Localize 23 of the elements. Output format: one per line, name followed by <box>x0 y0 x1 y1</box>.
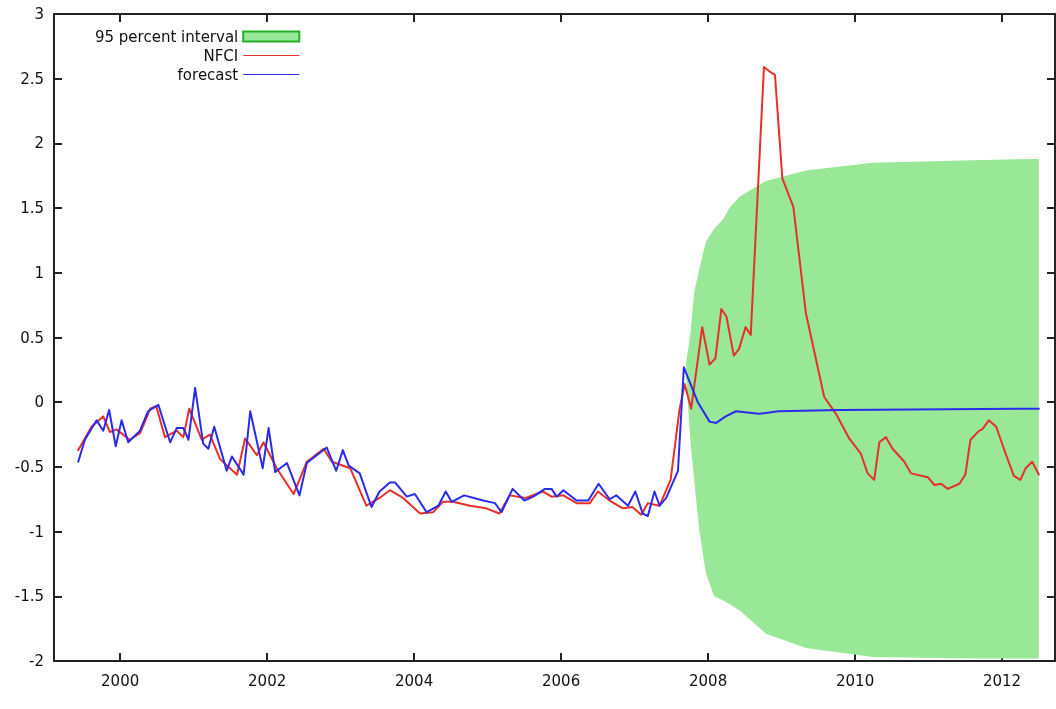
x-tick-label: 2002 <box>248 671 287 690</box>
x-tick-label: 2012 <box>982 671 1022 690</box>
y-tick-label: -2 <box>29 652 44 670</box>
x-tick-label: 2000 <box>101 671 140 690</box>
line-series <box>77 66 1040 516</box>
y-tick-label: -0.5 <box>14 457 44 476</box>
y-tick-label: 2 <box>34 134 44 153</box>
y-tick-label: -1 <box>29 522 44 541</box>
y-tick-label: 1 <box>34 263 44 282</box>
y-tick-label: 1.5 <box>20 199 44 218</box>
legend-label: NFCI <box>203 46 239 65</box>
y-tick-label: -1.5 <box>14 587 44 606</box>
legend-label: forecast <box>177 65 239 84</box>
x-tick-label: 2008 <box>689 671 728 690</box>
y-tick-label: 3 <box>34 5 44 23</box>
x-tick-label: 2004 <box>395 671 434 690</box>
legend-label: 95 percent interval <box>95 27 239 46</box>
y-tick-label: 0.5 <box>20 328 44 347</box>
y-tick-label: 0 <box>34 393 44 412</box>
y-tick-label: 2.5 <box>20 69 44 88</box>
x-tick-label: 2010 <box>836 671 875 690</box>
line-series <box>77 366 1040 518</box>
x-tick-label: 2006 <box>542 671 581 690</box>
